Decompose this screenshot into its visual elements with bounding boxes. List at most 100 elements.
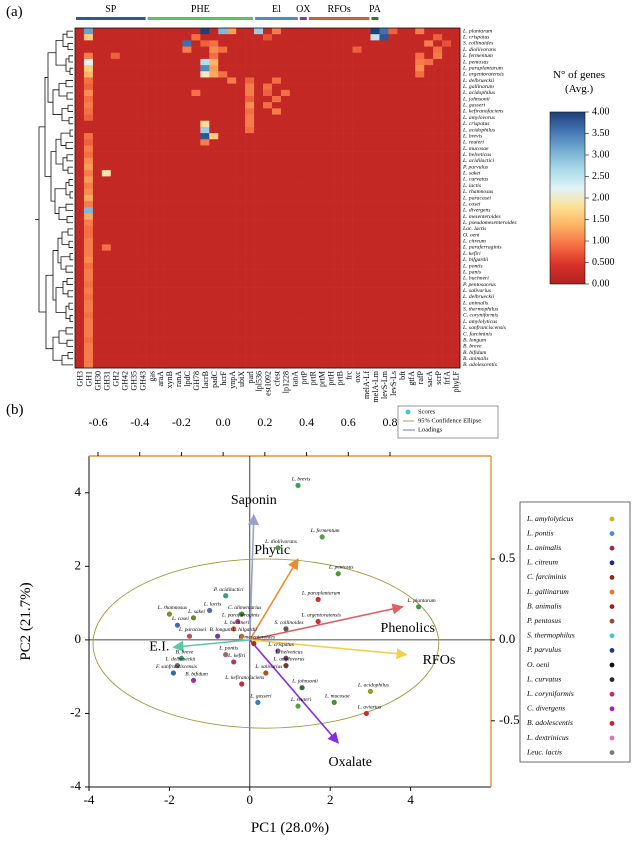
- heatmap-cell: [352, 269, 362, 276]
- heatmap-cell: [388, 232, 398, 239]
- heatmap-cell: [451, 300, 461, 307]
- heatmap-cell: [424, 207, 434, 214]
- heatmap-cell: [307, 83, 318, 91]
- heatmap-cell: [289, 330, 300, 338]
- heatmap-cell: [316, 65, 326, 72]
- heatmap-cell: [415, 40, 425, 47]
- heatmap-cell: [263, 151, 273, 159]
- heatmap-cell: [128, 337, 138, 344]
- heatmap-cell: [173, 349, 183, 356]
- heatmap-cell: [75, 83, 85, 91]
- heatmap-cell: [433, 96, 443, 103]
- heatmap-cell: [182, 133, 192, 140]
- column-label: ranA: [174, 371, 183, 387]
- heatmap-cell: [379, 176, 389, 183]
- heatmap-cell: [92, 34, 103, 41]
- heatmap-cell: [191, 83, 201, 91]
- heatmap-cell: [397, 300, 407, 307]
- heatmap-cell: [128, 89, 138, 97]
- heatmap-cell: [263, 71, 273, 78]
- heatmap-cell: [263, 157, 273, 165]
- heatmap-cell: [119, 244, 130, 251]
- heatmap-cell: [424, 219, 434, 227]
- heatmap-cell: [415, 287, 425, 295]
- heatmap-cell: [146, 318, 156, 326]
- heatmap-cell: [298, 275, 309, 282]
- heatmap-cell: [325, 34, 335, 41]
- heatmap-cell: [245, 238, 255, 245]
- heatmap-cell: [209, 120, 219, 128]
- heatmap-cell: [280, 89, 291, 97]
- heatmap-cell: [451, 262, 461, 270]
- heatmap-cell: [415, 256, 425, 264]
- heatmap-cell: [442, 343, 452, 350]
- heatmap-cell: [75, 287, 85, 295]
- heatmap-cell: [110, 207, 121, 214]
- heatmap-cell: [191, 300, 201, 307]
- heatmap-cell: [245, 318, 255, 326]
- row-dendrogram: [35, 30, 73, 366]
- score-point: [275, 648, 281, 654]
- heatmap-cell: [146, 71, 156, 78]
- heatmap-cell: [137, 250, 147, 258]
- heatmap-cell: [173, 108, 183, 115]
- heatmap-cell: [451, 343, 461, 350]
- heatmap-cell: [92, 194, 103, 202]
- heatmap-cell: [289, 102, 300, 109]
- heatmap-cell: [280, 337, 291, 344]
- row-label: B. adolescentis: [463, 362, 497, 368]
- heatmap-cell: [325, 343, 335, 350]
- heatmap-cell: [245, 219, 255, 227]
- heatmap-cell: [289, 300, 300, 307]
- heatmap-cell: [137, 89, 147, 97]
- heatmap-cell: [146, 176, 156, 183]
- heatmap-cell: [388, 164, 398, 171]
- heatmap-cell: [236, 256, 246, 264]
- heatmap-cell: [164, 182, 174, 190]
- heatmap-cell: [218, 194, 228, 202]
- heatmap-cell: [334, 287, 344, 295]
- heatmap-cell: [236, 194, 246, 202]
- heatmap-cell: [271, 46, 282, 54]
- heatmap-cell: [388, 300, 398, 307]
- score-point: [174, 622, 181, 628]
- heatmap-cell: [173, 157, 183, 165]
- heatmap-cell: [370, 201, 380, 208]
- score-label: L. kefiranofaciens: [224, 674, 264, 681]
- heatmap-cell: [254, 293, 264, 301]
- heatmap-cell: [263, 108, 273, 115]
- heatmap-cell: [424, 176, 434, 183]
- heatmap-cell: [254, 89, 264, 97]
- heatmap-cell: [155, 318, 165, 326]
- heatmap-cell: [316, 343, 326, 350]
- heatmap-cell: [83, 151, 94, 159]
- heatmap-cell: [370, 293, 380, 301]
- heatmap-cell: [92, 201, 103, 208]
- heatmap-cell: [209, 157, 219, 165]
- heatmap-cell: [263, 58, 273, 66]
- heatmap-cell: [433, 361, 443, 369]
- heatmap-cell: [406, 96, 416, 103]
- heatmap-cell: [227, 139, 237, 146]
- right-legend-label: L. curvatus: [526, 674, 561, 683]
- heatmap-cell: [307, 262, 318, 270]
- row-label: L. dioliivorans: [462, 47, 496, 53]
- heatmap-cell: [334, 83, 344, 91]
- heatmap-cell: [388, 176, 398, 183]
- heatmap-cell: [119, 83, 130, 91]
- heatmap-cell: [146, 145, 156, 152]
- heatmap-cell: [424, 151, 434, 159]
- heatmap-cell: [424, 182, 434, 190]
- heatmap-cell: [289, 108, 300, 115]
- heatmap-cell: [191, 164, 201, 171]
- heatmap-cell: [218, 182, 228, 190]
- heatmap-cell: [146, 28, 156, 35]
- heatmap-cell: [83, 77, 94, 84]
- heatmap-cell: [236, 232, 246, 239]
- heatmap-cell: [370, 28, 380, 35]
- heatmap-cell: [200, 188, 210, 196]
- heatmap-cell: [227, 58, 237, 66]
- heatmap-cell: [343, 213, 353, 220]
- loading-arrow: [249, 639, 408, 660]
